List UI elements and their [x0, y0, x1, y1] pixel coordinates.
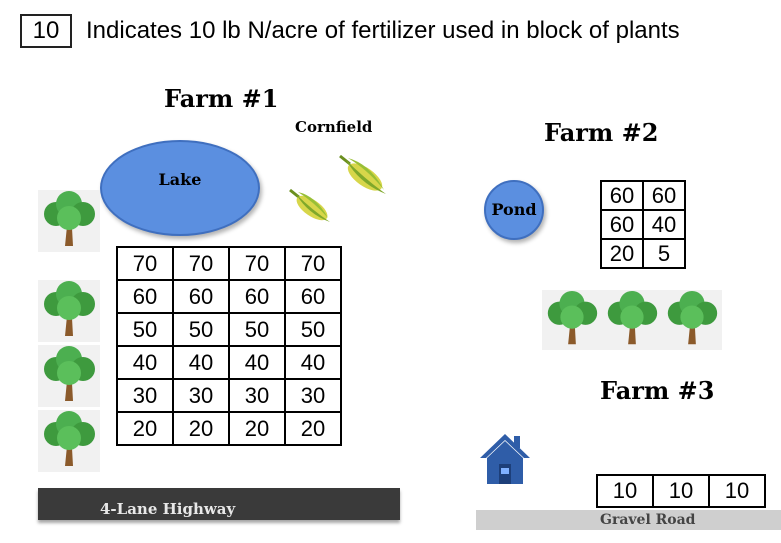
grid-cell: 20	[172, 411, 230, 446]
grid-cell: 60	[284, 279, 342, 314]
lake-label: Lake	[158, 170, 202, 189]
grid-cell: 50	[284, 312, 342, 347]
table-row: 20 20 20 20	[116, 411, 342, 446]
grid-cell: 60	[600, 209, 644, 240]
house-icon	[480, 434, 530, 484]
grid-cell: 30	[172, 378, 230, 413]
table-row: 70 70 70 70	[116, 246, 342, 281]
lake	[100, 140, 260, 236]
corn-icon	[289, 188, 330, 222]
grid-cell: 70	[284, 246, 342, 281]
table-row: 30 30 30 30	[116, 378, 342, 413]
legend-sample-box: 10	[20, 14, 72, 48]
tree-icon	[38, 410, 100, 472]
grid-cell: 40	[284, 345, 342, 380]
cornfield-label: Cornfield	[295, 118, 373, 136]
grid-cell: 60	[116, 279, 174, 314]
farm2-title: Farm #2	[544, 118, 659, 147]
table-row: 10 10 10	[596, 474, 766, 508]
gravel-road-label: Gravel Road	[600, 512, 696, 528]
grid-cell: 50	[116, 312, 174, 347]
grid-cell: 40	[116, 345, 174, 380]
grid-cell: 20	[228, 411, 286, 446]
table-row: 60 60	[600, 180, 686, 211]
corn-icon	[339, 154, 386, 194]
grid-cell: 10	[596, 474, 654, 508]
grid-cell: 60	[228, 279, 286, 314]
grid-cell: 20	[284, 411, 342, 446]
farm2-fertilizer-grid: 60 60 60 40 20 5	[600, 180, 686, 269]
farm1-fertilizer-grid: 70 70 70 70 60 60 60 60 50 50 50 50 40 4…	[116, 246, 342, 446]
grid-cell: 60	[642, 180, 686, 211]
farm1-title: Farm #1	[164, 84, 279, 113]
grid-cell: 10	[708, 474, 766, 508]
pond-label: Pond	[491, 200, 537, 219]
grid-cell: 30	[284, 378, 342, 413]
grid-cell: 70	[172, 246, 230, 281]
highway-label: 4-Lane Highway	[100, 500, 236, 518]
farm3-fertilizer-grid: 10 10 10	[596, 474, 766, 508]
grid-cell: 70	[116, 246, 174, 281]
grid-cell: 20	[116, 411, 174, 446]
table-row: 20 5	[600, 238, 686, 269]
grid-cell: 5	[642, 238, 686, 269]
tree-icon	[38, 280, 100, 342]
table-row: 50 50 50 50	[116, 312, 342, 347]
pond	[484, 180, 544, 240]
tree-icon	[38, 190, 100, 252]
grid-cell: 30	[116, 378, 174, 413]
grid-cell: 20	[600, 238, 644, 269]
grid-cell: 50	[228, 312, 286, 347]
table-row: 60 60 60 60	[116, 279, 342, 314]
tree-icon	[542, 290, 602, 350]
grid-cell: 60	[172, 279, 230, 314]
grid-cell: 10	[652, 474, 710, 508]
tree-icon	[602, 290, 662, 350]
grid-cell: 30	[228, 378, 286, 413]
table-row: 40 40 40 40	[116, 345, 342, 380]
legend-text: Indicates 10 lb N/acre of fertilizer use…	[86, 17, 680, 44]
grid-cell: 50	[172, 312, 230, 347]
grid-cell: 40	[172, 345, 230, 380]
tree-icon	[662, 290, 722, 350]
table-row: 60 40	[600, 209, 686, 240]
farm3-title: Farm #3	[600, 376, 715, 405]
grid-cell: 70	[228, 246, 286, 281]
tree-icon	[38, 345, 100, 407]
gravel-road	[476, 510, 781, 530]
grid-cell: 60	[600, 180, 644, 211]
grid-cell: 40	[228, 345, 286, 380]
grid-cell: 40	[642, 209, 686, 240]
four-lane-highway	[38, 488, 400, 520]
